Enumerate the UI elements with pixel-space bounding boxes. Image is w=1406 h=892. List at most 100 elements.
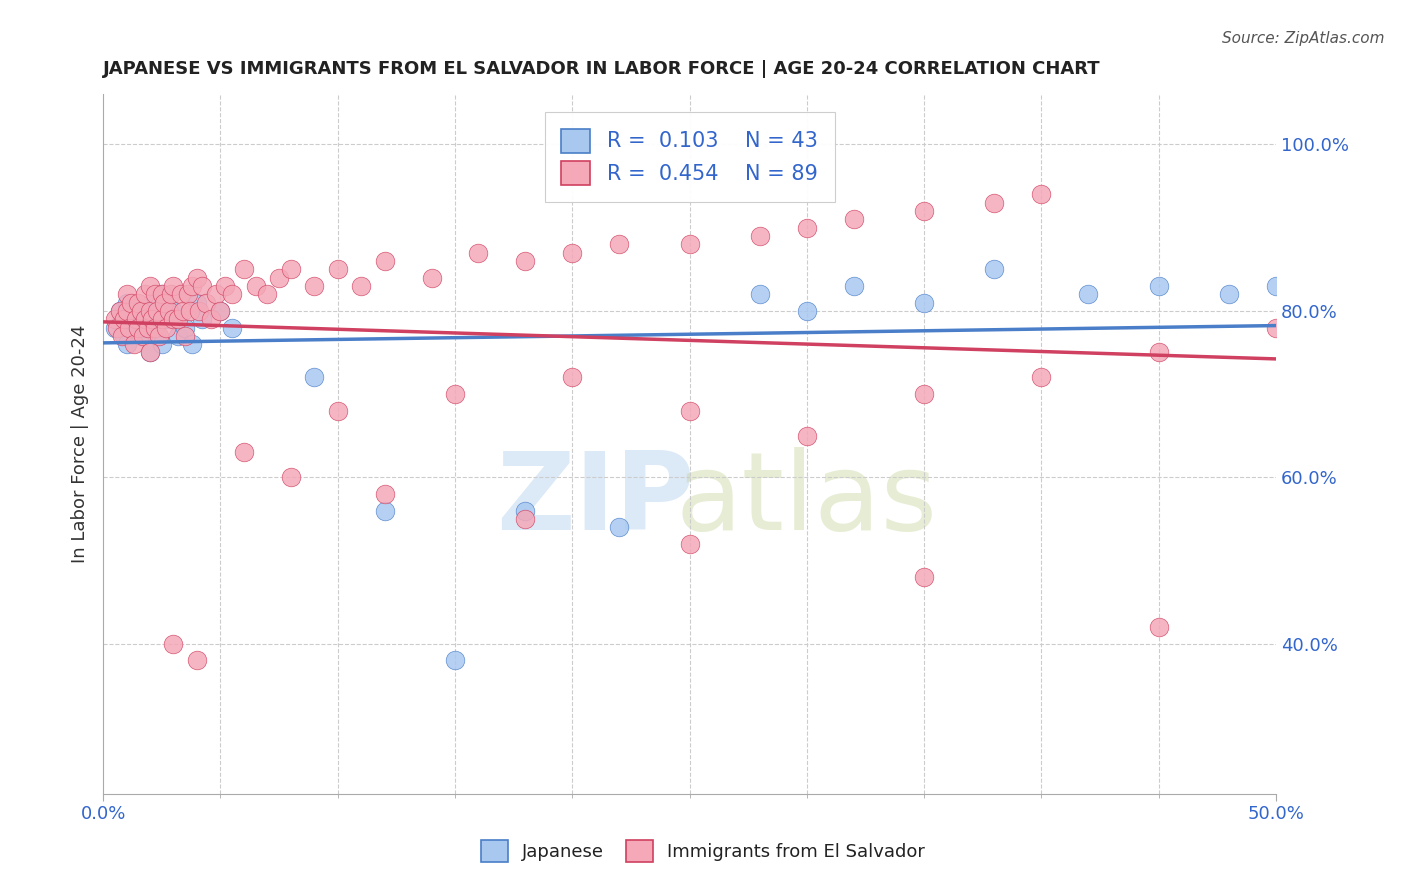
Point <box>232 445 254 459</box>
Point <box>115 287 138 301</box>
Point <box>104 312 127 326</box>
Point <box>186 295 208 310</box>
Point <box>1031 187 1053 202</box>
Point <box>112 329 135 343</box>
Point <box>221 320 243 334</box>
Point <box>141 312 163 326</box>
Point <box>796 220 818 235</box>
Point <box>515 254 537 268</box>
Point <box>912 387 935 401</box>
Text: atlas: atlas <box>676 447 938 553</box>
Point <box>134 320 156 334</box>
Point <box>561 370 583 384</box>
Point <box>139 312 162 326</box>
Point <box>1265 279 1288 293</box>
Point <box>374 487 396 501</box>
Legend: R =  0.103    N = 43, R =  0.454    N = 89: R = 0.103 N = 43, R = 0.454 N = 89 <box>544 112 835 202</box>
Point <box>115 295 138 310</box>
Point <box>678 403 700 417</box>
Point <box>1077 287 1099 301</box>
Point <box>912 570 935 584</box>
Point <box>108 304 131 318</box>
Point <box>607 520 630 534</box>
Point <box>174 329 197 343</box>
Text: JAPANESE VS IMMIGRANTS FROM EL SALVADOR IN LABOR FORCE | AGE 20-24 CORRELATION C: JAPANESE VS IMMIGRANTS FROM EL SALVADOR … <box>103 60 1101 78</box>
Point <box>148 329 170 343</box>
Point <box>1218 287 1240 301</box>
Point <box>221 287 243 301</box>
Point <box>420 270 443 285</box>
Point <box>678 237 700 252</box>
Point <box>115 337 138 351</box>
Point <box>181 337 204 351</box>
Point <box>842 279 865 293</box>
Point <box>515 503 537 517</box>
Point <box>444 387 467 401</box>
Point <box>136 320 159 334</box>
Point <box>1031 370 1053 384</box>
Point <box>129 329 152 343</box>
Point <box>796 304 818 318</box>
Point <box>162 312 184 326</box>
Point <box>190 312 212 326</box>
Point <box>374 254 396 268</box>
Text: ZIP: ZIP <box>496 447 695 553</box>
Point <box>748 229 770 244</box>
Point <box>132 329 155 343</box>
Y-axis label: In Labor Force | Age 20-24: In Labor Force | Age 20-24 <box>72 325 89 563</box>
Point <box>122 337 145 351</box>
Point <box>162 304 184 318</box>
Point <box>139 345 162 359</box>
Point <box>188 304 211 318</box>
Point <box>1147 345 1170 359</box>
Point <box>111 329 134 343</box>
Point <box>129 304 152 318</box>
Point <box>134 287 156 301</box>
Point <box>167 329 190 343</box>
Point <box>162 279 184 293</box>
Point <box>200 312 222 326</box>
Point <box>179 304 201 318</box>
Point <box>139 345 162 359</box>
Point <box>467 245 489 260</box>
Point <box>120 295 142 310</box>
Point <box>122 312 145 326</box>
Point <box>748 287 770 301</box>
Point <box>169 287 191 301</box>
Point <box>157 312 180 326</box>
Point <box>190 279 212 293</box>
Point <box>174 320 197 334</box>
Point <box>143 320 166 334</box>
Point <box>172 304 194 318</box>
Point <box>842 212 865 227</box>
Point <box>209 304 232 318</box>
Point <box>176 287 198 301</box>
Point <box>515 512 537 526</box>
Point <box>209 304 232 318</box>
Point <box>127 320 149 334</box>
Point <box>150 287 173 301</box>
Point <box>108 304 131 318</box>
Point <box>678 537 700 551</box>
Point <box>127 295 149 310</box>
Point <box>143 287 166 301</box>
Point <box>350 279 373 293</box>
Point <box>132 312 155 326</box>
Point <box>326 262 349 277</box>
Point <box>167 312 190 326</box>
Point <box>150 287 173 301</box>
Point <box>186 653 208 667</box>
Legend: Japanese, Immigrants from El Salvador: Japanese, Immigrants from El Salvador <box>474 833 932 870</box>
Point <box>153 295 176 310</box>
Point <box>374 503 396 517</box>
Point <box>139 279 162 293</box>
Point <box>150 312 173 326</box>
Point <box>912 295 935 310</box>
Point <box>214 279 236 293</box>
Point <box>796 428 818 442</box>
Point <box>204 287 226 301</box>
Point <box>136 304 159 318</box>
Point <box>983 195 1005 210</box>
Point <box>326 403 349 417</box>
Point <box>150 337 173 351</box>
